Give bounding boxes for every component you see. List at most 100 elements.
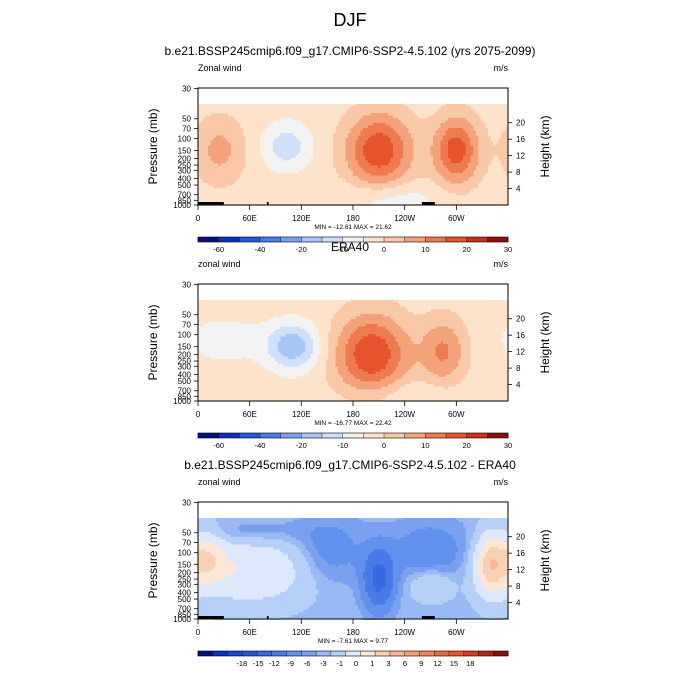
heatmap-cell xyxy=(360,190,364,194)
heatmap-cell xyxy=(313,130,316,134)
heatmap-cell xyxy=(370,125,374,129)
heatmap-cell xyxy=(440,163,444,166)
heatmap-cell xyxy=(285,198,289,201)
heatmap-cell xyxy=(420,103,424,106)
heatmap-cell xyxy=(388,200,391,204)
heatmap-cell xyxy=(198,115,201,119)
heatmap-cell xyxy=(345,105,349,109)
heatmap-cell xyxy=(325,183,329,186)
heatmap-cell xyxy=(468,153,471,156)
heatmap-cell xyxy=(488,203,491,206)
heatmap-cell xyxy=(435,163,439,166)
heatmap-cell xyxy=(370,160,374,164)
heatmap-cell xyxy=(473,143,476,146)
heatmap-cell xyxy=(215,150,219,154)
heatmap-cell xyxy=(420,178,424,181)
heatmap-cell xyxy=(260,103,264,106)
heatmap-cell xyxy=(265,188,269,191)
heatmap-cell xyxy=(450,133,454,136)
heatmap-cell xyxy=(393,168,396,171)
heatmap-cell xyxy=(200,118,204,121)
heatmap-cell xyxy=(293,165,296,169)
heatmap-cell xyxy=(218,135,221,139)
heatmap-cell xyxy=(328,193,331,196)
heatmap-cell xyxy=(225,105,229,109)
heatmap-cell xyxy=(318,180,321,184)
heatmap-cell xyxy=(425,198,429,201)
heatmap-cell xyxy=(275,195,279,199)
heatmap-cell xyxy=(440,135,444,139)
heatmap-cell xyxy=(210,200,214,204)
panel-left-label: Zonal wind xyxy=(198,63,242,73)
heatmap-cell xyxy=(290,180,294,184)
heatmap-cell xyxy=(275,188,279,191)
heatmap-cell xyxy=(328,118,331,121)
heatmap-cell xyxy=(310,128,314,131)
heatmap-cell xyxy=(490,125,494,129)
heatmap-cell xyxy=(305,125,309,129)
heatmap-cell xyxy=(455,203,459,206)
heatmap-cell xyxy=(365,173,369,176)
heatmap-cell xyxy=(300,170,304,174)
heatmap-cell xyxy=(480,198,484,201)
heatmap-cell xyxy=(375,153,379,156)
heatmap-cell xyxy=(245,150,249,154)
heatmap-cell xyxy=(270,180,274,184)
heatmap-cell xyxy=(443,140,446,144)
heatmap-cell xyxy=(470,158,474,161)
heatmap-cell xyxy=(305,140,309,144)
heatmap-cell xyxy=(493,165,496,169)
heatmap-cell xyxy=(390,193,394,196)
heatmap-cell xyxy=(283,153,286,156)
heatmap-cell xyxy=(250,170,254,174)
heatmap-cell xyxy=(263,133,266,136)
heatmap-cell xyxy=(283,198,286,201)
heatmap-cell xyxy=(498,125,501,129)
heatmap-cell xyxy=(298,120,301,124)
heatmap-cell xyxy=(365,143,369,146)
heatmap-cell xyxy=(370,178,374,181)
heatmap-cell xyxy=(265,145,269,149)
heatmap-cell xyxy=(485,123,489,126)
heatmap-cell xyxy=(410,203,414,206)
heatmap-cell xyxy=(405,135,409,139)
heatmap-cell xyxy=(440,200,444,204)
heatmap-cell xyxy=(263,183,266,186)
heatmap-cell xyxy=(495,183,499,186)
heatmap-cell xyxy=(303,165,306,169)
heatmap-cell xyxy=(458,125,461,129)
heatmap-cell xyxy=(488,195,491,199)
heatmap-cell xyxy=(243,170,246,174)
heatmap-cell xyxy=(328,128,331,131)
heatmap-cell xyxy=(435,158,439,161)
heatmap-cell xyxy=(475,153,479,156)
heatmap-cell xyxy=(260,158,264,161)
heatmap-cell xyxy=(428,193,431,196)
heatmap-cell xyxy=(335,103,339,106)
heatmap-cell xyxy=(463,130,466,134)
heatmap-cell xyxy=(218,200,221,204)
y-axis-label: Pressure (mb) xyxy=(146,108,160,184)
heatmap-cell xyxy=(263,188,266,191)
heatmap-cell xyxy=(343,188,346,191)
heatmap-cell xyxy=(213,200,216,204)
heatmap-cell xyxy=(415,178,419,181)
heatmap-cell xyxy=(298,113,301,116)
heatmap-cell xyxy=(273,178,276,181)
heatmap-cell xyxy=(228,113,231,116)
heatmap-cell xyxy=(335,120,339,124)
heatmap-cell xyxy=(370,135,374,139)
heatmap-cell xyxy=(273,138,276,141)
heatmap-cell xyxy=(258,118,261,121)
heatmap-cell xyxy=(203,188,206,191)
heatmap-cell xyxy=(423,178,426,181)
heatmap-cell xyxy=(438,160,441,164)
heatmap-cell xyxy=(363,145,366,149)
heatmap-cell xyxy=(448,193,451,196)
heatmap-cell xyxy=(305,183,309,186)
heatmap-cell xyxy=(330,153,334,156)
heatmap-cell xyxy=(295,108,299,111)
heatmap-cell xyxy=(453,160,456,164)
heatmap-cell xyxy=(450,135,454,139)
heatmap-cell xyxy=(505,193,509,196)
